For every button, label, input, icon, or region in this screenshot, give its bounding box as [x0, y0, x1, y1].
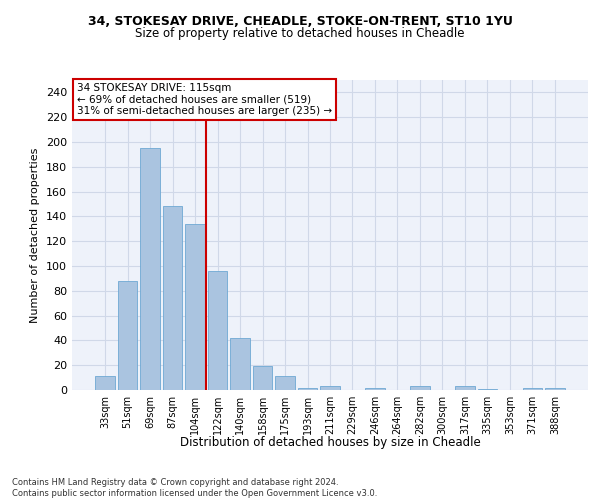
Bar: [140, 148, 160, 390]
Text: 34 STOKESAY DRIVE: 115sqm
← 69% of detached houses are smaller (519)
31% of semi: 34 STOKESAY DRIVE: 115sqm ← 69% of detac…: [77, 83, 332, 116]
Bar: [365, 388, 385, 390]
Bar: [320, 386, 340, 390]
Text: 34, STOKESAY DRIVE, CHEADLE, STOKE-ON-TRENT, ST10 1YU: 34, STOKESAY DRIVE, CHEADLE, STOKE-ON-TR…: [88, 15, 512, 28]
Bar: [478, 389, 497, 390]
Bar: [208, 271, 227, 390]
Bar: [95, 376, 115, 390]
Y-axis label: Number of detached properties: Number of detached properties: [31, 148, 40, 322]
Bar: [298, 388, 317, 390]
Bar: [545, 388, 565, 390]
Text: Contains HM Land Registry data © Crown copyright and database right 2024.
Contai: Contains HM Land Registry data © Crown c…: [12, 478, 377, 498]
Bar: [118, 281, 137, 390]
Bar: [455, 386, 475, 390]
Bar: [410, 386, 430, 390]
Bar: [253, 366, 272, 390]
Bar: [230, 338, 250, 390]
Bar: [275, 376, 295, 390]
Text: Size of property relative to detached houses in Cheadle: Size of property relative to detached ho…: [135, 28, 465, 40]
Bar: [163, 206, 182, 390]
Bar: [523, 388, 542, 390]
Text: Distribution of detached houses by size in Cheadle: Distribution of detached houses by size …: [179, 436, 481, 449]
Bar: [185, 224, 205, 390]
